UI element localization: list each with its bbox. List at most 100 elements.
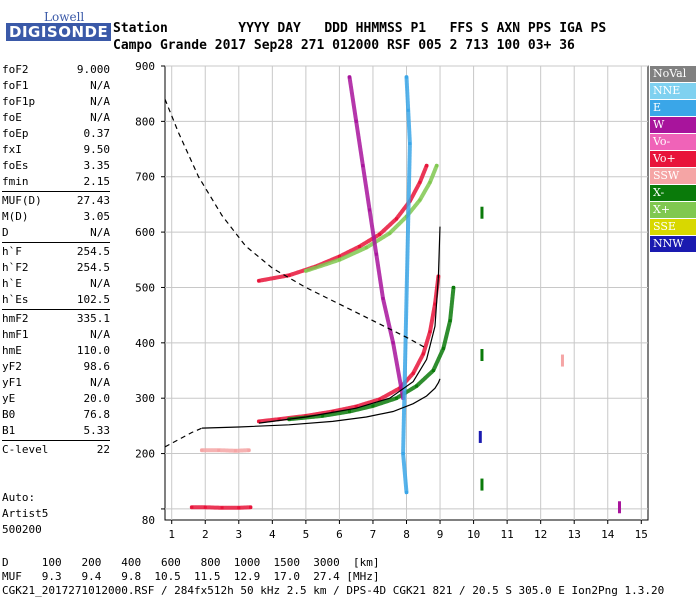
param-name: hmF1: [2, 328, 29, 341]
param-name: yF1: [2, 376, 22, 389]
header-label-p1: P1: [410, 21, 427, 36]
data-point: [277, 417, 281, 421]
param-row: foEp 0.37: [2, 126, 110, 142]
series-line: [164, 427, 203, 448]
param-value: 20.0: [83, 392, 111, 405]
header-value-iga: 03+: [527, 38, 552, 53]
y-tick-label: 900: [135, 60, 155, 73]
data-point: [237, 506, 241, 510]
param-row: fxI 9.50: [2, 142, 110, 158]
header-value-ffs: 005: [418, 38, 442, 53]
param-name: B0: [2, 408, 16, 421]
param-separator: [2, 309, 110, 310]
param-value: 102.5: [76, 293, 110, 306]
data-point: [321, 414, 325, 418]
param-name: foEp: [2, 127, 29, 140]
param-row: B0 76.8: [2, 407, 110, 423]
y-tick-label: 300: [135, 392, 155, 405]
autoscaling-info: Auto: Artist5 500200: [2, 490, 48, 538]
param-row: foF2 9.000: [2, 62, 110, 78]
data-point: [358, 244, 362, 248]
isolated-echo: [480, 478, 484, 491]
x-tick-label: 13: [568, 528, 581, 541]
param-name: hmE: [2, 344, 22, 357]
x-tick-label: 9: [437, 528, 444, 541]
y-tick-label: 600: [135, 226, 155, 239]
data-point: [354, 405, 358, 408]
header-label-ddd-hhmmss: DDD HHMMSS: [324, 21, 403, 36]
param-name: fmin: [2, 175, 29, 188]
param-name: C-level: [2, 443, 49, 456]
scaled-parameters-panel: foF2 9.000 foF1 N/A foF1p N/A foE N/A foEp 0.37 fx…: [2, 62, 110, 458]
x-tick-label: 15: [635, 528, 648, 541]
param-value: 27.43: [76, 194, 110, 207]
logo-lowell-text: Lowell: [44, 10, 85, 24]
param-name: M(D): [2, 210, 29, 223]
param-separator: [2, 242, 110, 243]
series-trace: [256, 274, 441, 424]
param-name: foE: [2, 111, 22, 124]
param-value: 3.35: [83, 159, 111, 172]
param-row: M(D) 3.05: [2, 209, 110, 225]
digisonde-logo: Lowell DIGISONDE: [6, 10, 112, 50]
data-point: [337, 258, 341, 262]
series-line: [258, 226, 441, 424]
data-point: [361, 164, 365, 168]
data-point: [448, 319, 452, 323]
x-tick-label: 11: [501, 528, 514, 541]
param-name: D: [2, 226, 9, 239]
data-point: [304, 269, 308, 273]
param-row: h`F 254.5: [2, 244, 110, 260]
x-tick-label: 4: [269, 528, 276, 541]
param-name: B1: [2, 424, 16, 437]
param-row: foF1p N/A: [2, 94, 110, 110]
header-value-station: Campo Grande: [113, 38, 207, 53]
footer-d-row: D 100 200 400 600 800 1000 1500 3000 [km…: [2, 556, 380, 569]
param-name: foF1p: [2, 95, 36, 108]
auto-label: Auto:: [2, 491, 36, 504]
param-value: 9.50: [83, 143, 111, 156]
x-tick-label: 14: [601, 528, 615, 541]
param-value: 98.6: [83, 360, 111, 373]
legend-item-nne: NNE: [650, 83, 696, 99]
param-row: yF2 98.6: [2, 359, 110, 375]
param-name: foF1: [2, 79, 29, 92]
data-point: [394, 396, 398, 400]
series-trace: [199, 448, 251, 453]
data-point: [247, 448, 251, 452]
header-value-ddd-hhmmss: 271 012000: [300, 38, 380, 53]
param-row: foEs 3.35: [2, 158, 110, 174]
param-separator: [2, 191, 110, 192]
isolated-echo: [480, 206, 484, 219]
param-value: 254.5: [76, 261, 110, 274]
param-row: hmF2 335.1: [2, 311, 110, 327]
x-tick-label: 2: [202, 528, 209, 541]
header-label-ps: PS: [590, 21, 607, 36]
data-point: [257, 279, 261, 283]
param-value: N/A: [90, 79, 110, 92]
param-value: 2.15: [83, 175, 111, 188]
data-point: [418, 198, 422, 202]
x-tick-label: 1: [168, 528, 175, 541]
x-tick-label: 7: [370, 528, 377, 541]
footer: D 100 200 400 600 800 1000 1500 3000 [km…: [2, 556, 664, 598]
legend-item-ssw: SSW: [650, 168, 696, 184]
data-point: [378, 232, 382, 236]
param-separator: [2, 440, 110, 441]
data-point: [378, 397, 382, 401]
legend-item-nnw: NNW: [650, 236, 696, 252]
header-value-pps: 100: [496, 38, 521, 53]
param-value: 335.1: [76, 312, 110, 325]
data-point: [220, 506, 224, 510]
series-line: [201, 378, 441, 429]
param-row: D N/A: [2, 225, 110, 241]
legend-item-vo: Vo-: [650, 134, 696, 150]
param-row: yF1 N/A: [2, 375, 110, 391]
data-point: [354, 119, 358, 123]
footer-muf-row: MUF 9.3 9.4 9.8 10.5 11.5 12.9 17.0 27.4…: [2, 570, 380, 583]
param-row: MUF(D) 27.43: [2, 193, 110, 209]
data-point: [190, 505, 194, 509]
header-value-p1: RSF: [386, 38, 411, 53]
x-tick-label: 5: [303, 528, 310, 541]
isolated-echo: [480, 349, 484, 362]
